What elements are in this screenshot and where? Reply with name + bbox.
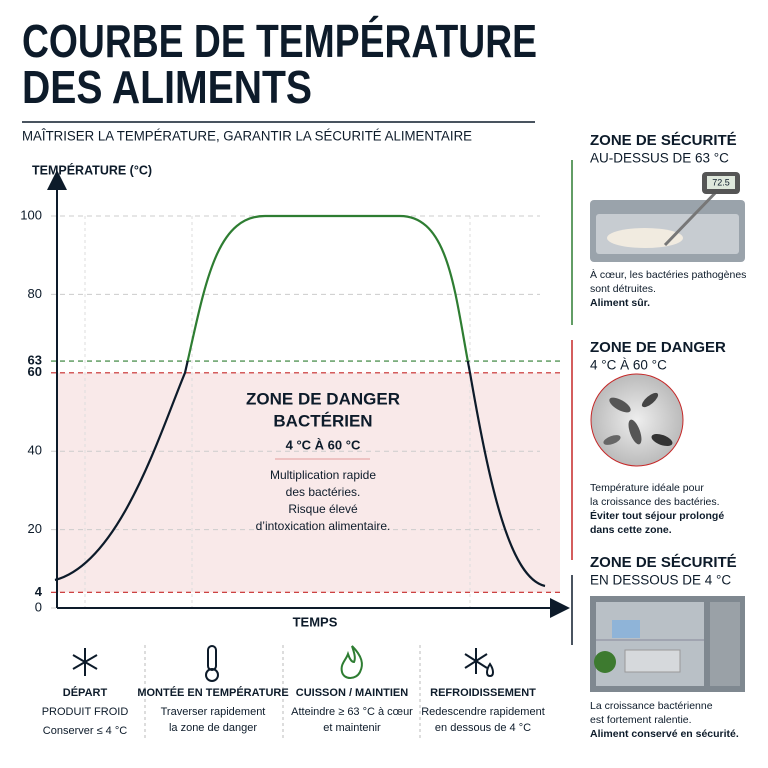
step-text: Traverser rapidement [161,706,266,718]
side-subtitle: 4 °C À 60 °C [590,358,667,373]
step-text: Redescendre rapidement [421,706,545,718]
flame-icon [340,645,363,679]
cooling-icon [464,648,494,678]
step-title: CUISSON / MAINTIEN [296,687,409,699]
side-title: ZONE DE SÉCURITÉ [590,132,737,149]
step-text: Atteindre ≥ 63 °C à cœur [291,706,413,718]
side-bold-text: Aliment conservé en sécurité. [590,728,739,740]
danger-zone-range: 4 °C À 60 °C [286,437,361,452]
step-text: et maintenir [323,722,381,734]
danger-zone-text: d’intoxication alimentaire. [256,519,391,533]
title-line: DES ALIMENTS [22,61,312,113]
step-text: la zone de danger [169,722,257,734]
step-dividers [144,645,421,740]
side-bold-text: Aliment sûr. [590,297,650,309]
step-text: en dessous de 4 °C [435,722,531,734]
side-subtitle: AU-DESSUS DE 63 °C [590,151,729,166]
side-bold-text: dans cette zone. [590,524,672,536]
side-text: sont détruites. [590,283,656,295]
snowflake-icon [72,648,98,676]
hot-food-image: 72.5 [590,172,745,262]
danger-zone-text: Multiplication rapide [270,468,376,482]
y-tick-label: 100 [20,207,42,222]
side-text: À cœur, les bactéries pathogènes [590,268,746,281]
y-tick-label: 80 [28,286,42,301]
curve-cold [54,361,546,588]
side-title: ZONE DE DANGER [590,339,726,356]
step-title: DÉPART [63,686,108,699]
danger-zone-title: BACTÉRIEN [273,411,372,430]
thermometer-reading: 72.5 [712,177,730,187]
x-axis-label: TEMPS [293,614,338,629]
title-line: COURBE DE TEMPÉRATURE [22,15,537,67]
side-subtitle: EN DESSOUS DE 4 °C [590,573,731,588]
side-text: la croissance des bactéries. [590,496,720,508]
danger-zone-text: Risque élevé [288,502,358,516]
curve-hot [186,214,469,362]
danger-zone-title: ZONE DE DANGER [246,389,400,408]
step-subtitle: PRODUIT FROID [42,706,129,718]
y-tick-label: 60 [28,364,42,379]
side-text: est fortement ralentie. [590,714,692,726]
side-text: Température idéale pour [590,482,704,494]
danger-zone-text: des bactéries. [286,485,361,499]
step-text: Conserver ≤ 4 °C [43,725,127,737]
step-title: REFROIDISSEMENT [430,687,536,699]
side-bold-text: Éviter tout séjour prolongé [590,509,724,522]
side-title: ZONE DE SÉCURITÉ [590,554,737,571]
y-axis-label: TEMPÉRATURE (°C) [32,162,152,177]
step-title: MONTÉE EN TEMPÉRATURE [137,686,288,699]
y-tick-label: 4 [35,584,43,599]
bacteria-image [590,373,684,467]
thermometer-icon [205,645,219,682]
fridge-image [590,596,745,692]
y-tick-label: 0 [35,599,42,614]
side-text: La croissance bactérienne [590,700,713,712]
y-tick-label: 20 [28,521,42,536]
subtitle: MAÎTRISER LA TEMPÉRATURE, GARANTIR LA SÉ… [22,129,472,144]
y-tick-label: 63 [28,352,42,367]
y-tick-label: 40 [28,443,42,458]
step-icons [72,645,494,682]
